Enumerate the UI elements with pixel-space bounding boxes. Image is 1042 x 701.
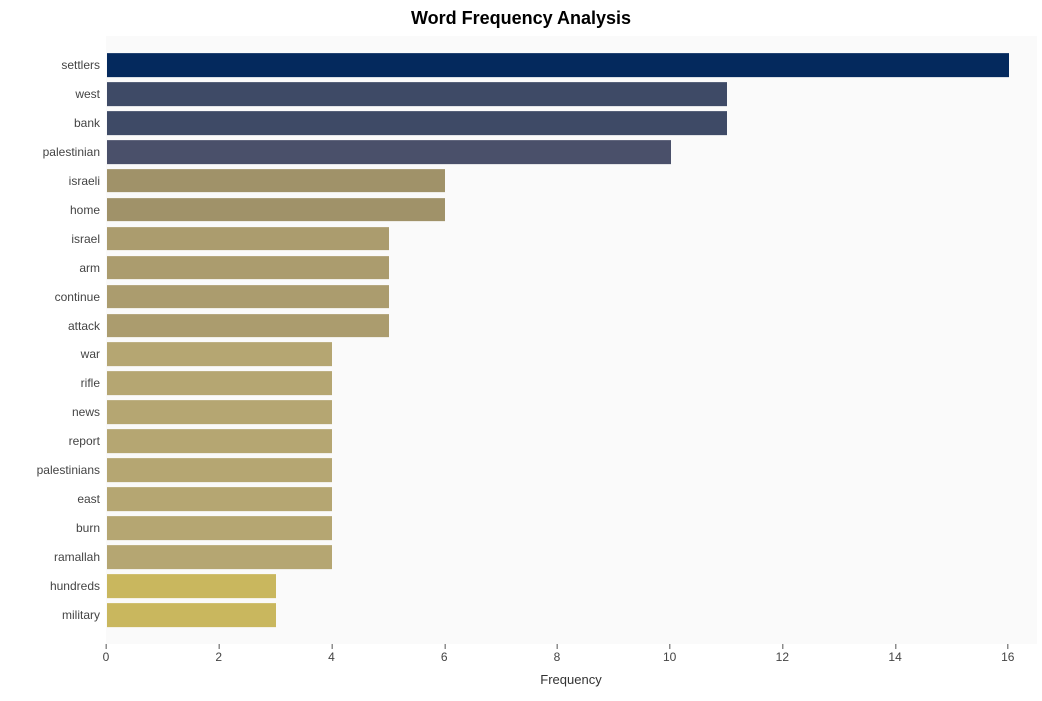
bar bbox=[107, 545, 332, 569]
bar bbox=[107, 82, 727, 106]
x-tick-mark bbox=[557, 644, 558, 649]
x-tick-label: 4 bbox=[328, 650, 335, 664]
y-tick-label: east bbox=[77, 492, 100, 506]
y-tick-label: news bbox=[72, 405, 100, 419]
x-tick-mark bbox=[331, 644, 332, 649]
chart-container: Word Frequency Analysis settlers west bank… bbox=[0, 0, 1042, 701]
bar bbox=[107, 227, 389, 251]
y-tick-label: west bbox=[75, 87, 100, 101]
bar bbox=[107, 487, 332, 511]
bar bbox=[107, 343, 332, 367]
x-tick-label: 10 bbox=[663, 650, 676, 664]
bar bbox=[107, 285, 389, 309]
y-tick-label: palestinian bbox=[43, 145, 100, 159]
plot-area bbox=[106, 36, 1037, 644]
y-tick-label: settlers bbox=[61, 58, 100, 72]
x-tick-mark bbox=[444, 644, 445, 649]
x-tick-label: 2 bbox=[215, 650, 222, 664]
x-tick-mark bbox=[1008, 644, 1009, 649]
bar bbox=[107, 198, 445, 222]
x-tick-mark bbox=[219, 644, 220, 649]
x-axis-title: Frequency bbox=[106, 672, 1036, 687]
x-tick-label: 8 bbox=[554, 650, 561, 664]
bar bbox=[107, 111, 727, 135]
bar bbox=[107, 169, 445, 193]
bar bbox=[107, 314, 389, 338]
y-tick-label: bank bbox=[74, 116, 100, 130]
bar bbox=[107, 429, 332, 453]
x-tick-mark bbox=[895, 644, 896, 649]
y-tick-label: war bbox=[81, 347, 100, 361]
y-tick-label: military bbox=[62, 608, 100, 622]
x-tick-label: 12 bbox=[776, 650, 789, 664]
bar bbox=[107, 53, 1009, 77]
bar bbox=[107, 140, 671, 164]
x-tick-label: 6 bbox=[441, 650, 448, 664]
y-tick-label: hundreds bbox=[50, 579, 100, 593]
chart-title: Word Frequency Analysis bbox=[0, 8, 1042, 29]
y-tick-label: burn bbox=[76, 521, 100, 535]
y-tick-label: palestinians bbox=[37, 463, 100, 477]
y-tick-label: arm bbox=[79, 261, 100, 275]
bar bbox=[107, 401, 332, 425]
y-tick-label: attack bbox=[68, 319, 100, 333]
x-axis: 0 2 4 6 8 10 12 14 16 bbox=[106, 650, 1036, 670]
bar bbox=[107, 458, 332, 482]
bar bbox=[107, 603, 276, 627]
x-tick-label: 0 bbox=[103, 650, 110, 664]
y-tick-label: ramallah bbox=[54, 550, 100, 564]
y-tick-label: report bbox=[69, 434, 100, 448]
x-tick-label: 14 bbox=[888, 650, 901, 664]
x-tick-mark bbox=[782, 644, 783, 649]
x-tick-label: 16 bbox=[1001, 650, 1014, 664]
y-axis-labels: settlers west bank palestinian israeli home is… bbox=[0, 36, 106, 644]
bar bbox=[107, 256, 389, 280]
y-tick-label: rifle bbox=[81, 376, 100, 390]
y-tick-label: israel bbox=[71, 232, 100, 246]
y-tick-label: israeli bbox=[69, 174, 100, 188]
y-tick-label: home bbox=[70, 203, 100, 217]
bar bbox=[107, 372, 332, 396]
x-tick-mark bbox=[670, 644, 671, 649]
x-tick-mark bbox=[106, 644, 107, 649]
bar bbox=[107, 574, 276, 598]
bar bbox=[107, 516, 332, 540]
y-tick-label: continue bbox=[55, 290, 100, 304]
